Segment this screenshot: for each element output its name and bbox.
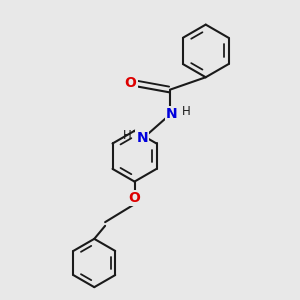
Text: H: H <box>123 129 132 142</box>
Text: H: H <box>182 105 190 119</box>
Text: N: N <box>136 130 148 145</box>
Text: O: O <box>129 191 140 205</box>
Text: N: N <box>166 107 178 122</box>
Text: O: O <box>124 76 136 90</box>
